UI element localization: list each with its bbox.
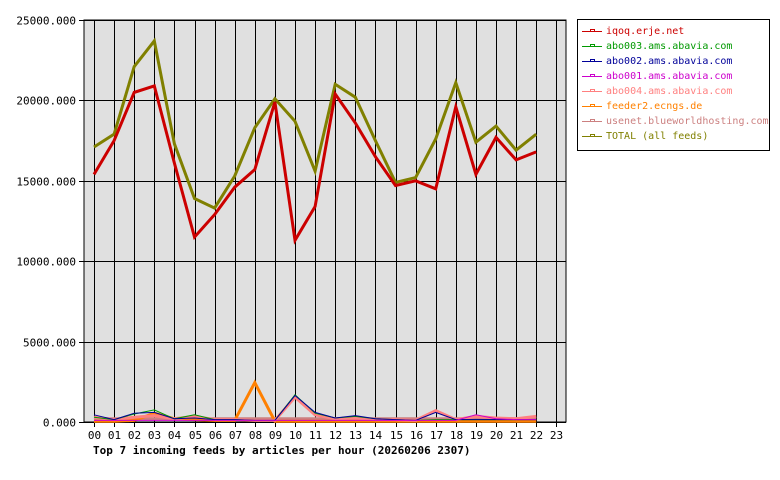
legend-line-marker-icon [582, 88, 602, 95]
y-tick-label: 25000.000 [16, 15, 76, 28]
x-tick-label: 14 [369, 429, 383, 442]
x-tick-label: 01 [108, 429, 121, 442]
chart-title: Top 7 incoming feeds by articles per hou… [93, 444, 471, 457]
legend-label: abo003.ams.abavia.com [606, 41, 733, 52]
x-tick-label: 05 [189, 429, 202, 442]
legend-item: usenet.blueworldhosting.com [582, 114, 769, 129]
x-tick-label: 15 [390, 429, 403, 442]
data-series [92, 37, 538, 423]
x-tick-label: 18 [450, 429, 463, 442]
plot-area [83, 19, 567, 423]
legend-label: abo004.ams.abavia.com [606, 86, 733, 97]
x-tick-label: 08 [249, 429, 262, 442]
legend-label: feeder2.ecngs.de [606, 101, 703, 112]
legend-line-marker-icon [582, 73, 602, 80]
legend-label: usenet.blueworldhosting.com [606, 116, 769, 127]
series-line-total-all-feeds- [93, 37, 538, 211]
legend-label: iqoq.erje.net [606, 26, 685, 37]
x-tick-label: 13 [349, 429, 362, 442]
legend-label: abo002.ams.abavia.com [606, 56, 733, 67]
y-tick-label: 20000.000 [16, 95, 76, 108]
x-tick-label: 04 [168, 429, 182, 442]
x-tick-label: 23 [550, 429, 563, 442]
legend-label: abo001.ams.abavia.com [606, 71, 733, 82]
series-line-abo002-ams-abavia-com [93, 394, 537, 421]
x-tick-label: 07 [229, 429, 242, 442]
x-tick-label: 12 [329, 429, 342, 442]
legend-line-marker-icon [582, 58, 602, 65]
legend-item: abo001.ams.abavia.com [582, 69, 769, 84]
y-tick-label: 0.000 [43, 417, 76, 430]
series-line-abo001-ams-abavia-com [94, 414, 537, 421]
x-tick-label: 20 [490, 429, 503, 442]
x-tick-label: 00 [88, 429, 101, 442]
x-tick-label: 11 [309, 429, 322, 442]
y-tick-label: 15000.000 [16, 176, 76, 189]
legend-line-marker-icon [582, 43, 602, 50]
x-tick-label: 02 [128, 429, 141, 442]
x-tick-label: 16 [410, 429, 423, 442]
x-tick-label: 10 [289, 429, 302, 442]
legend-item: feeder2.ecngs.de [582, 99, 769, 114]
legend: iqoq.erje.net abo003.ams.abavia.com abo002… [577, 19, 770, 151]
y-tick-label: 10000.000 [16, 256, 76, 269]
x-tick-label: 06 [209, 429, 222, 442]
x-tick-label: 03 [148, 429, 161, 442]
x-tick-label: 17 [430, 429, 443, 442]
legend-label: TOTAL (all feeds) [606, 131, 709, 142]
x-tick-label: 22 [530, 429, 543, 442]
x-tick-label: 09 [269, 429, 282, 442]
legend-item: iqoq.erje.net [582, 24, 769, 39]
legend-line-marker-icon [582, 133, 602, 140]
legend-item: abo003.ams.abavia.com [582, 39, 769, 54]
legend-item: TOTAL (all feeds) [582, 129, 769, 144]
series-line-iqoq-erje-net [92, 83, 537, 245]
legend-line-marker-icon [582, 103, 602, 110]
legend-item: abo004.ams.abavia.com [582, 84, 769, 99]
x-tick-label: 19 [470, 429, 483, 442]
x-axis: 00 01 02 03 04 05 06 07 08 09 10 11 12 13 14 15 16 17 18 19… [88, 422, 563, 442]
y-axis: 0.000 5000.000 10000.000 15000.000 20000.000… [16, 15, 84, 430]
x-tick-label: 21 [510, 429, 523, 442]
legend-line-marker-icon [582, 118, 602, 125]
legend-line-marker-icon [582, 28, 602, 35]
legend-item: abo002.ams.abavia.com [582, 54, 769, 69]
y-tick-label: 5000.000 [23, 337, 76, 350]
